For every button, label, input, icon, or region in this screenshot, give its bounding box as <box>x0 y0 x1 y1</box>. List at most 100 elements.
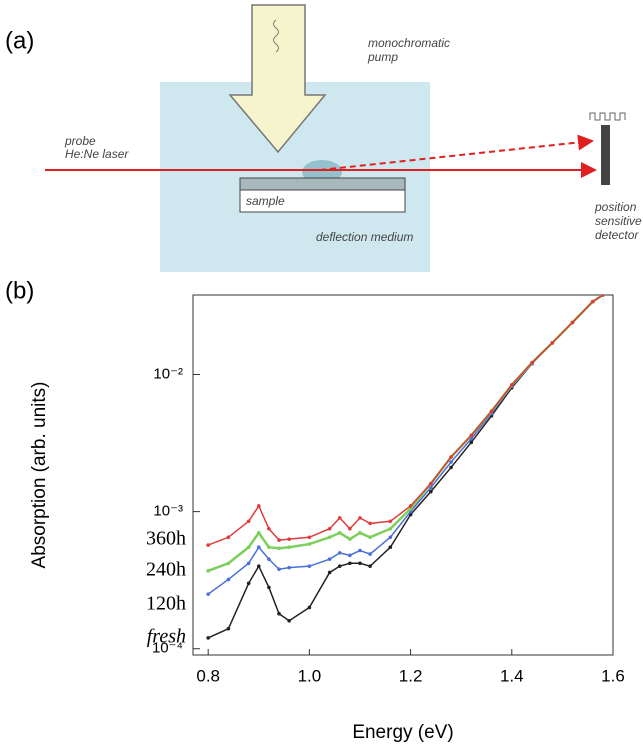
pump-text: monochromatic <box>368 36 450 50</box>
sample-top <box>239 177 406 191</box>
data-point <box>337 531 342 535</box>
data-point <box>327 535 332 540</box>
data-point <box>348 561 352 566</box>
data-point <box>206 592 210 596</box>
pump-arrow <box>228 4 327 154</box>
series-label: 240h <box>146 559 186 581</box>
detector <box>601 125 610 185</box>
x-tick-label: 1.0 <box>298 666 322 685</box>
probe-text: probe <box>64 134 96 148</box>
data-point <box>388 519 393 524</box>
deflected-beam <box>319 134 594 171</box>
pump-wave <box>273 19 279 53</box>
data-point <box>337 516 342 520</box>
sample-text: sample <box>246 194 285 208</box>
data-point <box>469 440 474 445</box>
data-point <box>449 465 453 470</box>
x-axis-title: Energy (eV) <box>352 722 453 743</box>
detector-text: detector <box>595 228 639 242</box>
data-point <box>337 551 342 555</box>
series-label: fresh <box>147 626 186 648</box>
probe-text: He:Ne laser <box>65 147 129 161</box>
data-point <box>570 320 575 325</box>
data-point <box>348 553 352 558</box>
series-line <box>207 295 604 595</box>
data-point <box>429 481 433 486</box>
data-point <box>307 564 312 568</box>
data-point <box>206 569 210 573</box>
plot-area <box>206 295 605 640</box>
data-point <box>348 526 352 531</box>
data-point <box>358 561 362 566</box>
data-point <box>509 383 514 387</box>
y-tick-label: 10⁻⁴ <box>152 640 183 657</box>
data-point <box>601 295 605 297</box>
data-point <box>408 504 413 508</box>
data-point <box>287 565 291 570</box>
data-point <box>327 557 332 561</box>
data-point <box>358 516 362 520</box>
series-label: 360h <box>146 528 186 550</box>
data-point <box>226 535 231 540</box>
data-point <box>256 531 261 535</box>
data-point <box>267 526 271 531</box>
data-point <box>337 564 342 568</box>
data-point <box>429 489 433 494</box>
series-label: 120h <box>146 593 186 615</box>
data-point <box>206 543 210 547</box>
data-point <box>327 526 332 531</box>
data-point <box>277 567 281 572</box>
data-point <box>388 545 393 550</box>
data-point <box>368 552 372 556</box>
data-point <box>287 618 291 623</box>
data-point <box>358 531 362 535</box>
data-point <box>449 455 453 459</box>
panel-label: (b) <box>5 277 34 304</box>
detector-text: sensitive <box>595 214 642 228</box>
data-point <box>307 605 312 610</box>
data-point <box>277 611 281 616</box>
x-tick-label: 0.8 <box>196 666 220 685</box>
data-point <box>348 537 352 541</box>
data-point <box>388 526 393 531</box>
data-point <box>246 545 251 550</box>
data-point <box>256 504 261 508</box>
data-point <box>277 546 281 551</box>
data-point <box>368 521 372 526</box>
data-point <box>388 535 393 540</box>
data-point <box>226 561 231 566</box>
data-point <box>246 581 251 586</box>
x-tick-label: 1.2 <box>399 666 423 685</box>
data-point <box>469 433 474 438</box>
series-line <box>207 295 604 639</box>
data-point <box>368 564 372 568</box>
data-point <box>307 542 312 546</box>
series-line <box>207 295 604 546</box>
y-axis-title: Absorption (arb. units) <box>29 382 50 569</box>
data-point <box>590 299 595 304</box>
pump-text: pump <box>367 50 398 64</box>
data-point <box>358 548 362 553</box>
data-point <box>287 537 291 541</box>
signal-wave <box>589 112 626 121</box>
data-point <box>287 545 291 550</box>
data-point <box>256 564 261 568</box>
data-point <box>267 557 271 561</box>
data-point <box>277 538 281 542</box>
y-tick-label: 10⁻² <box>153 365 183 382</box>
x-tick-label: 1.4 <box>500 666 524 685</box>
data-point <box>530 360 534 365</box>
panel-label: (a) <box>5 27 34 54</box>
data-point <box>246 561 251 566</box>
medium-text: deflection medium <box>316 230 413 244</box>
data-point <box>550 341 555 345</box>
data-point <box>449 460 453 464</box>
data-point <box>226 626 231 631</box>
plot-frame <box>192 294 614 656</box>
data-point <box>267 545 271 550</box>
sample-body <box>239 189 406 213</box>
data-point <box>226 577 231 582</box>
detector-text: position <box>594 200 637 214</box>
data-point <box>246 519 251 524</box>
